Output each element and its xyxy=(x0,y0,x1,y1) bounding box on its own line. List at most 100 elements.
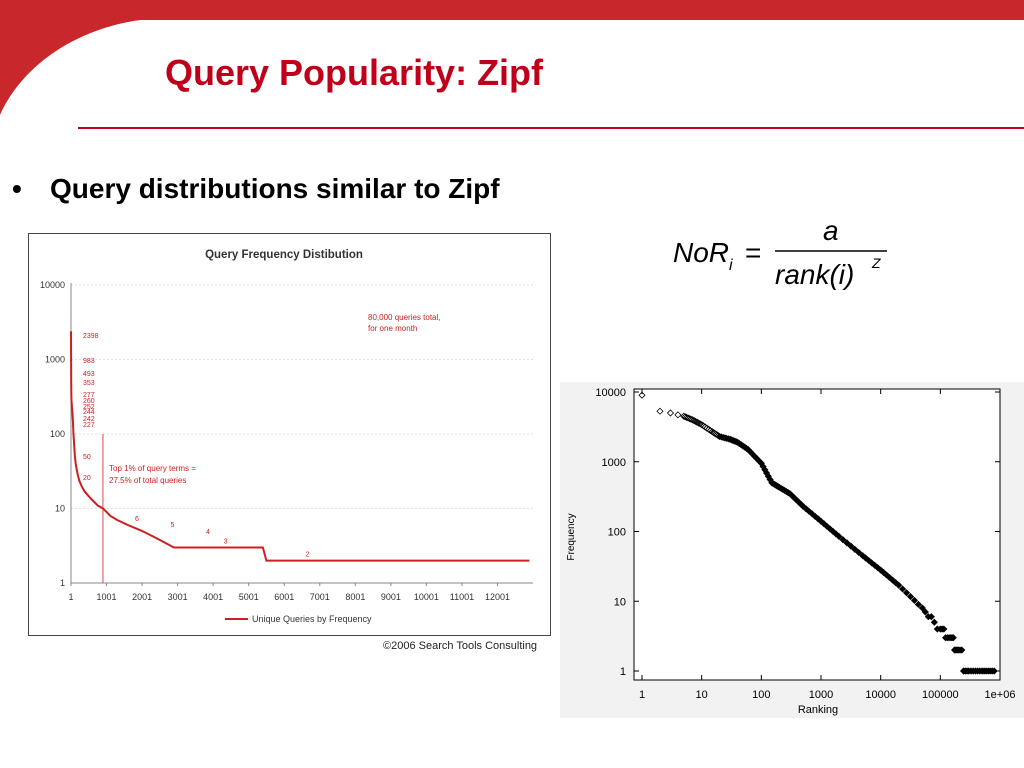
chart2-data-point xyxy=(958,646,966,654)
chart1-x-tick-label: 2001 xyxy=(132,592,152,602)
chart2-data-point xyxy=(843,539,851,547)
chart1-data-label: 3 xyxy=(224,538,228,545)
zipf-loglog-chart: 10000 1000 100 10 1 1 10 100 1000 10000 100000 1e+0… xyxy=(560,382,1024,718)
chart1-x-tick-label: 9001 xyxy=(381,592,401,602)
chart1-x-tick-label: 4001 xyxy=(203,592,223,602)
chart1-data-label: 4 xyxy=(206,529,210,536)
chart1-data-label: 277 xyxy=(83,392,95,399)
chart1-title: Query Frequency Distibution xyxy=(205,249,363,261)
chart1-y-tick-label: 10000 xyxy=(40,280,65,290)
chart2-data-point xyxy=(855,548,863,557)
chart2-x-tick-label: 10 xyxy=(696,689,708,701)
chart1-data-label: 252 xyxy=(83,404,95,411)
chart1-y-tick-label: 10 xyxy=(55,504,65,514)
chart1-data-label: 242 xyxy=(83,416,95,423)
chart2-x-tick-label: 1 xyxy=(639,689,645,701)
formula-numerator: a xyxy=(823,215,839,246)
chart1-data-label: 353 xyxy=(83,380,95,387)
chart1-x-tick-label: 8001 xyxy=(345,592,365,602)
chart2-data-point xyxy=(839,536,847,544)
chart1-data-label: 983 xyxy=(83,358,95,365)
formula-exponent: Z xyxy=(871,255,881,271)
zipf-formula: NoR i = a rank(i) Z xyxy=(673,215,887,290)
title-divider xyxy=(78,127,1024,129)
chart2-data-point xyxy=(910,596,919,604)
chart1-x-tick-label: 5001 xyxy=(239,592,259,602)
chart1-data-label: 227 xyxy=(83,422,95,429)
chart1-x-tick-label: 12001 xyxy=(485,592,510,602)
chart2-data-point xyxy=(696,420,704,428)
unique-queries-line xyxy=(70,331,530,562)
bullet-marker: • xyxy=(12,173,22,204)
chart1-credit: ©2006 Search Tools Consulting xyxy=(383,640,538,652)
chart2-x-tick-label: 1000 xyxy=(809,689,833,701)
chart2-data-point xyxy=(868,559,876,567)
formula-lhs: NoR xyxy=(673,237,729,268)
chart1-data-label: 260 xyxy=(83,398,95,405)
chart1-x-tick-label: 11001 xyxy=(450,592,474,602)
chart1-x-tick-label: 1 xyxy=(68,592,73,602)
chart2-data-point xyxy=(674,411,682,419)
formula-denominator: rank(i) xyxy=(775,259,854,290)
chart1-data-label: 244 xyxy=(83,409,95,416)
chart1-data-label: 2 xyxy=(306,552,310,559)
legend-label: Unique Queries by Frequency xyxy=(252,614,372,624)
annotation-top-line1: Top 1% of query terms = xyxy=(109,464,196,473)
bullet-text: Query distributions similar to Zipf xyxy=(50,173,500,204)
chart2-data-point xyxy=(699,422,707,430)
chart2-x-axis-label: Ranking xyxy=(798,704,838,716)
chart2-data-point xyxy=(899,585,907,593)
chart2-y-axis-label: Frequency xyxy=(566,513,577,560)
chart2-data-point xyxy=(847,542,855,550)
chart2-x-tick-label: 10000 xyxy=(865,689,896,701)
chart2-data-point xyxy=(990,667,998,675)
chart2-data-point xyxy=(666,409,675,417)
chart1-data-label: 493 xyxy=(83,371,95,378)
chart2-data-point xyxy=(851,545,859,553)
chart2-data-point xyxy=(656,407,664,415)
chart1-x-tick-label: 7001 xyxy=(310,592,330,602)
chart1-data-label: 2398 xyxy=(83,333,99,340)
chart2-y-tick-label: 100 xyxy=(608,527,626,539)
chart1-x-tick-label: 6001 xyxy=(274,592,294,602)
chart1-x-tick-label: 3001 xyxy=(168,592,188,602)
chart2-x-tick-label: 1e+06 xyxy=(985,689,1016,701)
annotation-total-line1: 80,000 queries total, xyxy=(368,313,441,322)
chart2-data-point xyxy=(706,426,714,435)
formula-equals: = xyxy=(745,237,761,268)
query-frequency-chart: Query Frequency Distibution 10000 1000 100… xyxy=(28,233,551,636)
chart2-data-point xyxy=(940,625,948,633)
chart2-data-point xyxy=(902,589,911,597)
chart2-data-point xyxy=(921,608,929,616)
chart2-data-point xyxy=(895,581,903,589)
chart2-data-point xyxy=(871,561,879,569)
chart2-data-point xyxy=(835,532,843,540)
chart2-plot-frame xyxy=(633,388,1001,681)
annotation-top-line2: 27.5% of total queries xyxy=(109,476,186,485)
chart2-data-point xyxy=(695,419,703,427)
chart1-x-tick-label: 1001 xyxy=(97,592,117,602)
formula-lhs-subscript: i xyxy=(729,257,733,274)
chart1-data-label: 5 xyxy=(170,522,174,529)
chart2-data-point xyxy=(693,418,701,426)
chart2-data-point xyxy=(688,416,696,424)
chart2-x-tick-label: 100 xyxy=(752,689,770,701)
chart2-data-point xyxy=(698,421,706,429)
annotation-total-line2: for one month xyxy=(368,324,417,333)
chart2-y-tick-label: 10000 xyxy=(595,387,626,399)
chart2-data-point xyxy=(914,600,922,609)
chart2-data-point xyxy=(927,613,935,621)
chart2-data-point xyxy=(691,417,700,425)
chart2-y-tick-label: 10 xyxy=(614,596,626,608)
chart2-data-point xyxy=(918,604,926,612)
chart2-y-tick-label: 1 xyxy=(620,666,626,678)
chart2-data-point xyxy=(705,425,713,433)
chart1-data-label: 20 xyxy=(83,475,91,482)
chart2-data-point xyxy=(701,423,709,431)
chart2-data-point xyxy=(906,593,915,601)
chart1-x-tick-label: 10001 xyxy=(414,592,439,602)
header-band xyxy=(0,0,1024,115)
chart1-y-tick-label: 100 xyxy=(50,429,65,439)
chart2-data-point xyxy=(949,634,957,642)
chart2-data-point xyxy=(690,417,698,425)
